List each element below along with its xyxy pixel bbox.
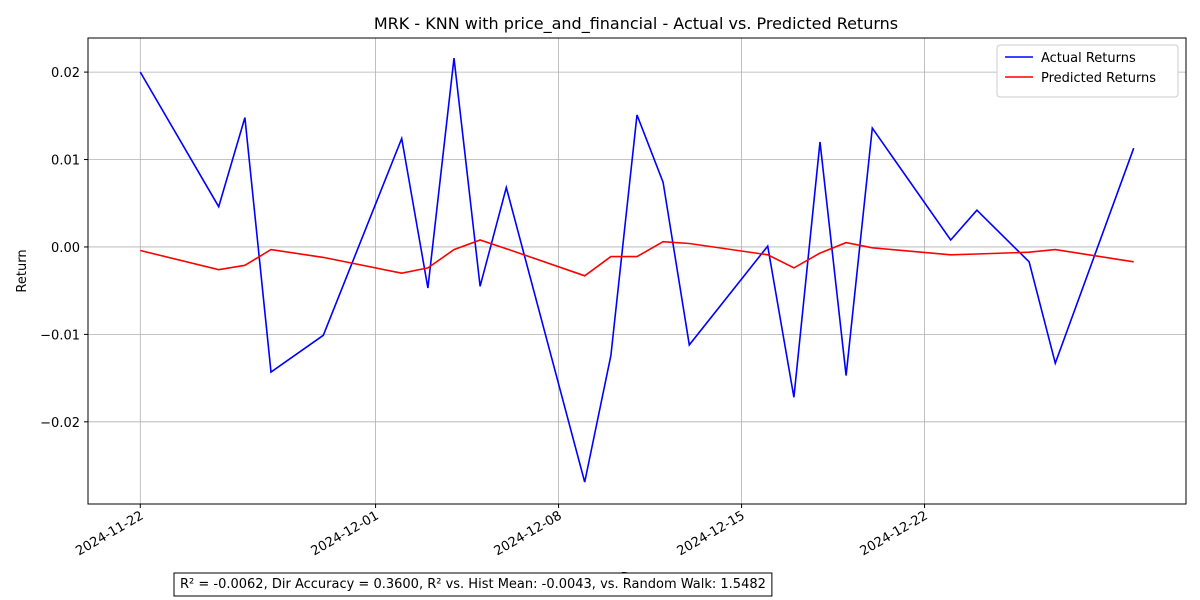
y-tick-label: 0.01: [51, 154, 80, 169]
plot-frame: [87, 37, 1187, 505]
y-axis-label: Return: [15, 249, 30, 292]
series-line: [139, 58, 1135, 483]
legend-label: Predicted Returns: [1041, 71, 1156, 86]
y-tick-label: −0.02: [40, 416, 80, 431]
annotation-box: [173, 572, 773, 597]
chart-title: MRK - KNN with price_and_financial - Act…: [374, 14, 898, 34]
series-line: [140, 239, 1134, 277]
annotation: R² = -0.0062, Dir Accuracy = 0.3600, R² …: [180, 577, 766, 592]
y-tick-label: −0.01: [40, 328, 80, 343]
y-tick-label: 0.02: [51, 66, 80, 81]
y-tick-label: 0.00: [51, 241, 80, 256]
legend-box: [996, 44, 1179, 98]
legend-label: Actual Returns: [1041, 51, 1136, 66]
